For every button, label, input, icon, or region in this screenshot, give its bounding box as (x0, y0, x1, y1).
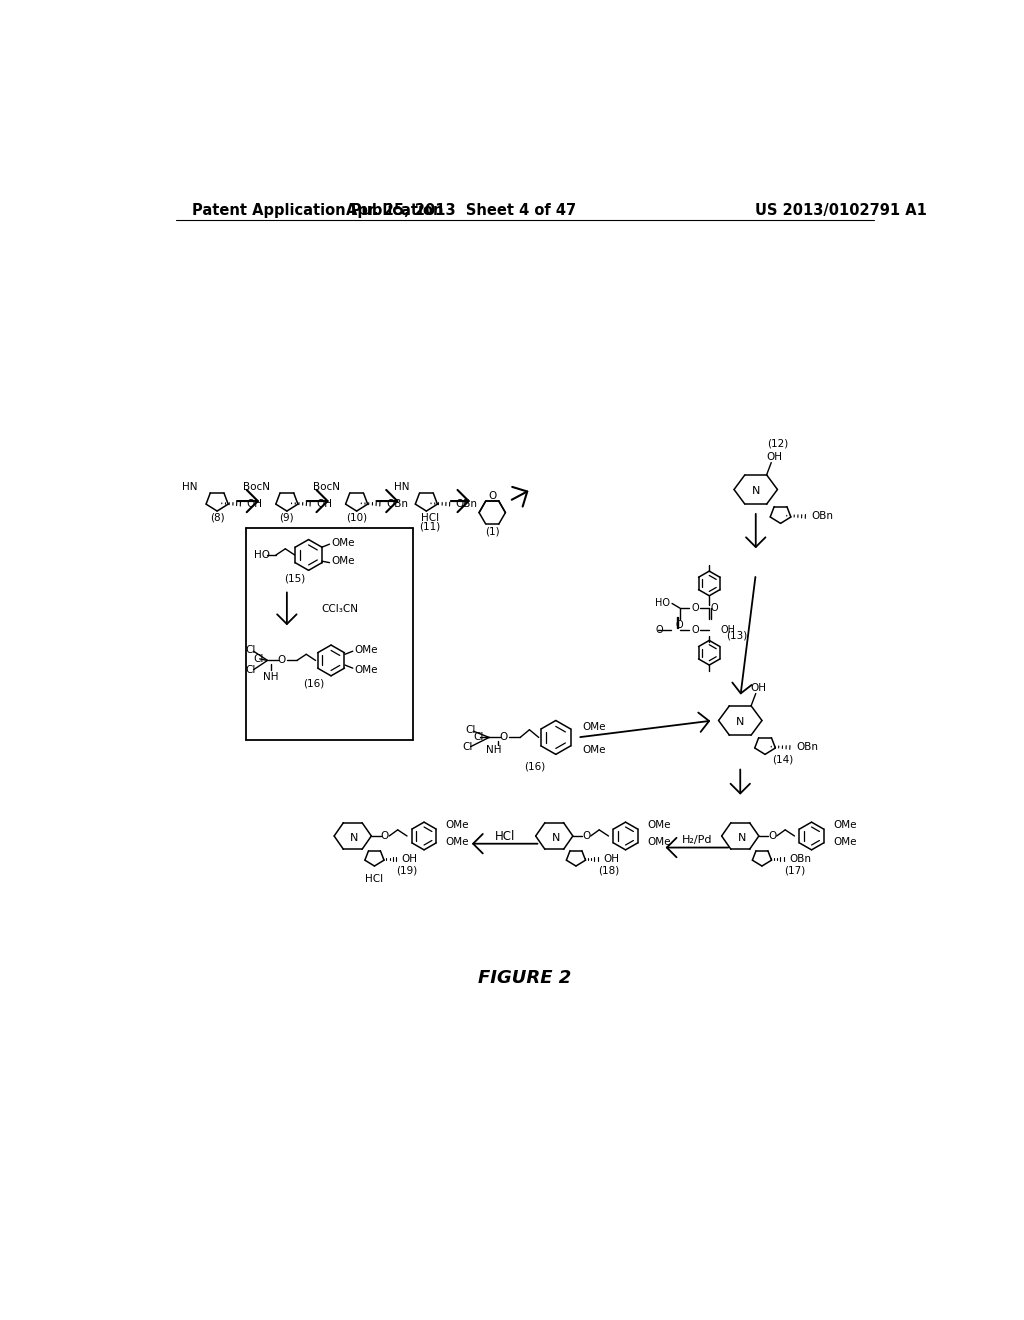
Text: Cl: Cl (465, 725, 476, 735)
Text: OBn: OBn (796, 742, 818, 752)
Text: OH: OH (316, 499, 333, 510)
Text: NH: NH (486, 744, 502, 755)
Text: OH: OH (721, 624, 736, 635)
Text: OMe: OMe (834, 837, 857, 847)
Text: OBn: OBn (790, 854, 812, 865)
Text: O: O (380, 832, 389, 841)
Text: HO: HO (254, 550, 270, 560)
Text: BocN: BocN (243, 482, 270, 492)
Text: N: N (350, 833, 358, 842)
Text: (1): (1) (485, 527, 500, 537)
Text: (12): (12) (767, 438, 788, 449)
Text: OMe: OMe (583, 722, 605, 731)
Text: Cl: Cl (246, 665, 256, 675)
Text: US 2013/0102791 A1: US 2013/0102791 A1 (755, 203, 927, 218)
Text: OMe: OMe (583, 744, 605, 755)
Text: N: N (737, 833, 746, 842)
Text: Patent Application Publication: Patent Application Publication (191, 203, 443, 218)
Text: OMe: OMe (354, 665, 378, 676)
Text: N: N (552, 833, 560, 842)
Text: OMe: OMe (332, 556, 355, 566)
Text: O: O (488, 491, 497, 500)
Text: (19): (19) (396, 866, 418, 875)
Text: OH: OH (751, 684, 767, 693)
Text: CCl₃CN: CCl₃CN (322, 603, 358, 614)
Text: OH: OH (603, 854, 620, 865)
Text: HO: HO (655, 598, 671, 609)
Text: OMe: OMe (445, 837, 469, 847)
Text: OH: OH (247, 499, 262, 510)
Text: Cl: Cl (253, 653, 263, 664)
Text: (18): (18) (598, 866, 620, 875)
Text: (14): (14) (772, 754, 794, 764)
Text: OH: OH (401, 854, 418, 865)
Text: O: O (582, 832, 590, 841)
Text: FIGURE 2: FIGURE 2 (478, 969, 571, 987)
Text: O: O (655, 624, 663, 635)
Text: N: N (736, 717, 744, 727)
Text: O: O (691, 603, 699, 612)
Text: (10): (10) (346, 513, 368, 523)
Text: HCl: HCl (421, 513, 439, 523)
Text: O: O (500, 733, 508, 742)
Text: Cl: Cl (462, 742, 473, 751)
Text: OMe: OMe (647, 820, 671, 830)
Text: (9): (9) (280, 513, 294, 523)
Text: N: N (752, 486, 760, 496)
Text: NH: NH (263, 672, 279, 682)
Text: HN: HN (394, 482, 410, 492)
Text: Apr. 25, 2013  Sheet 4 of 47: Apr. 25, 2013 Sheet 4 of 47 (346, 203, 577, 218)
Text: O: O (691, 624, 699, 635)
Text: OMe: OMe (834, 820, 857, 830)
Text: (13): (13) (726, 631, 746, 640)
Text: OBn: OBn (386, 499, 409, 510)
Text: OMe: OMe (647, 837, 671, 847)
Text: OMe: OMe (332, 537, 355, 548)
Text: OMe: OMe (445, 820, 469, 830)
Text: (8): (8) (210, 513, 224, 523)
Text: (16): (16) (303, 678, 325, 689)
Text: (15): (15) (284, 573, 305, 583)
Text: Cl: Cl (473, 733, 483, 742)
Text: O: O (710, 603, 718, 612)
Text: HCl: HCl (495, 829, 515, 842)
Text: O: O (768, 832, 776, 841)
Text: OH: OH (766, 453, 782, 462)
Text: OBn: OBn (812, 511, 834, 521)
Text: BocN: BocN (312, 482, 340, 492)
Text: O: O (676, 620, 684, 630)
Text: Cl: Cl (246, 644, 256, 655)
Text: OMe: OMe (354, 644, 378, 655)
Text: (11): (11) (420, 521, 441, 532)
Text: H₂/Pd: H₂/Pd (682, 834, 712, 845)
Text: OBn: OBn (456, 499, 478, 510)
Text: (16): (16) (524, 762, 546, 772)
Text: HCl: HCl (366, 874, 384, 884)
Text: HN: HN (182, 482, 198, 492)
Text: O: O (278, 656, 286, 665)
Text: (17): (17) (784, 866, 805, 875)
